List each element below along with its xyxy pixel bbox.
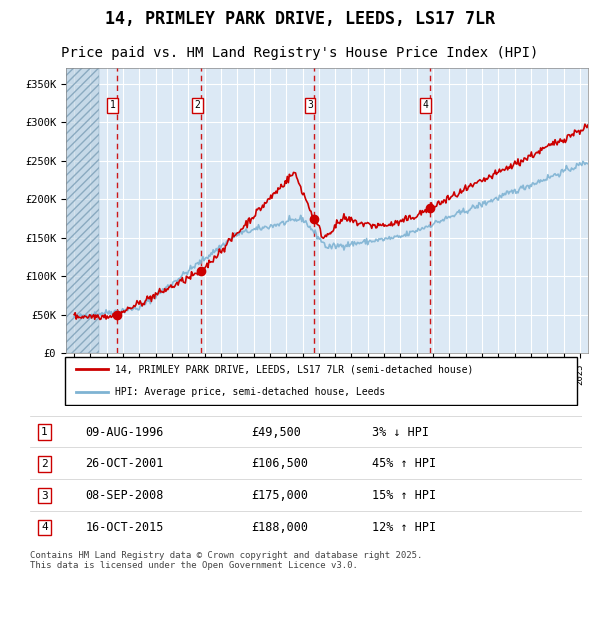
- Text: 16-OCT-2015: 16-OCT-2015: [85, 521, 164, 534]
- Text: 14, PRIMLEY PARK DRIVE, LEEDS, LS17 7LR: 14, PRIMLEY PARK DRIVE, LEEDS, LS17 7LR: [105, 9, 495, 28]
- Text: £188,000: £188,000: [251, 521, 308, 534]
- Text: 3: 3: [41, 490, 48, 500]
- Text: 4: 4: [423, 100, 428, 110]
- Text: £49,500: £49,500: [251, 425, 301, 438]
- Bar: [66, 68, 98, 353]
- Text: 4: 4: [41, 523, 48, 533]
- Text: 1: 1: [110, 100, 115, 110]
- Text: 14, PRIMLEY PARK DRIVE, LEEDS, LS17 7LR (semi-detached house): 14, PRIMLEY PARK DRIVE, LEEDS, LS17 7LR …: [115, 365, 474, 374]
- Text: 15% ↑ HPI: 15% ↑ HPI: [372, 489, 436, 502]
- Text: 09-AUG-1996: 09-AUG-1996: [85, 425, 164, 438]
- Text: 12% ↑ HPI: 12% ↑ HPI: [372, 521, 436, 534]
- Text: 45% ↑ HPI: 45% ↑ HPI: [372, 458, 436, 471]
- Text: 08-SEP-2008: 08-SEP-2008: [85, 489, 164, 502]
- Text: 2: 2: [41, 459, 48, 469]
- Text: 3% ↓ HPI: 3% ↓ HPI: [372, 425, 429, 438]
- Text: £175,000: £175,000: [251, 489, 308, 502]
- Text: £106,500: £106,500: [251, 458, 308, 471]
- Text: 2: 2: [194, 100, 200, 110]
- Text: 1: 1: [41, 427, 48, 437]
- Text: HPI: Average price, semi-detached house, Leeds: HPI: Average price, semi-detached house,…: [115, 387, 386, 397]
- Text: Price paid vs. HM Land Registry's House Price Index (HPI): Price paid vs. HM Land Registry's House …: [61, 46, 539, 60]
- Text: 3: 3: [307, 100, 313, 110]
- Text: Contains HM Land Registry data © Crown copyright and database right 2025.
This d: Contains HM Land Registry data © Crown c…: [30, 551, 422, 570]
- Text: 26-OCT-2001: 26-OCT-2001: [85, 458, 164, 471]
